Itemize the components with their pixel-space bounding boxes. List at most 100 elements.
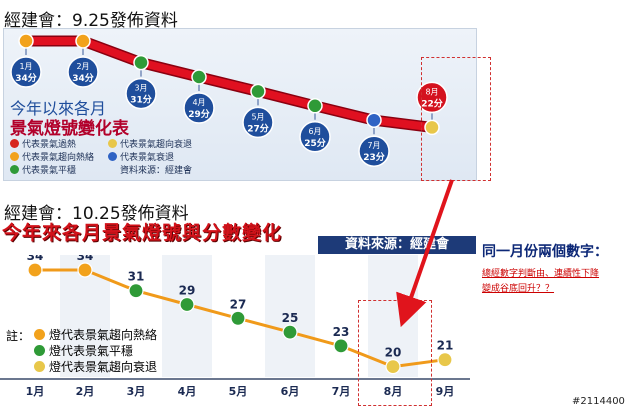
score-label: 31 (128, 270, 145, 284)
bottom-caption: 經建會：10.25發佈資料 (4, 204, 189, 224)
legend-label: 代表景氣趨向熱絡 (22, 153, 95, 163)
side-title: 同一月份兩個數字： (482, 244, 608, 260)
value-badge (242, 106, 274, 139)
score-label: 23 (333, 325, 350, 339)
signal-light (282, 324, 298, 340)
month-label: 7月 (367, 141, 380, 150)
chart2-source: 資料來源：經建會 (318, 236, 476, 254)
highlight-box-bottom (358, 300, 432, 406)
yellow-red-light-icon (34, 328, 45, 340)
month-label: 5月 (229, 385, 248, 398)
score-label: 27 (230, 297, 247, 311)
score-label: 20 (385, 346, 402, 360)
yellow-blue-light-icon (108, 139, 117, 148)
signal-light (133, 54, 149, 71)
highlight-box-top (421, 57, 491, 181)
chart1-legend-col2: 代表景氣趨向衰退 代表景氣衰退 資料來源：經建會 (108, 137, 192, 176)
score-label: 25分 (304, 137, 326, 149)
green-light-icon (34, 344, 45, 356)
score-label: 29分 (188, 108, 210, 120)
yellow-red-light-icon (10, 152, 19, 161)
score-label: 31分 (130, 94, 152, 106)
column-band (265, 255, 315, 377)
value-badge-highlight (416, 81, 448, 114)
month-label: 2月 (76, 62, 89, 71)
value-badge (358, 135, 390, 167)
month-label: 4月 (178, 385, 197, 398)
month-label: 7月 (332, 385, 351, 398)
chart1-subtitle: 今年以來各月 (10, 99, 107, 118)
signal-light (333, 338, 349, 354)
side-note-line2: 變成谷底回升？？ (482, 284, 555, 294)
note-item-stable: 燈代表景氣平穩 (34, 342, 157, 358)
signal-light (18, 33, 34, 49)
signal-light (27, 262, 43, 278)
month-label: 3月 (134, 84, 147, 93)
value-badge (10, 56, 42, 88)
signal-light (250, 83, 266, 100)
chart2-note-label: 註： (6, 329, 31, 343)
score-label: 29 (179, 284, 196, 298)
month-label: 2月 (76, 385, 95, 398)
signal-light (385, 358, 401, 375)
month-label: 6月 (281, 385, 300, 398)
note-item-cooling: 燈代表景氣趨向衰退 (34, 358, 157, 374)
chart1-source-text: 資料來源：經建會 (120, 166, 193, 176)
top-caption: 經建會：9.25發佈資料 (4, 11, 178, 31)
month-label: 9月 (436, 385, 455, 398)
month-label: 1月 (19, 62, 32, 71)
column-band (162, 255, 212, 377)
chart2-svg: 34 1月 34 2月 31 3月 29 4月 27 5月 25 6月 23 7月 20 8月 21 9月 (0, 255, 470, 398)
legend-label: 代表景氣過熱 (22, 140, 77, 150)
value-badge (299, 121, 331, 153)
score-label: 21 (437, 339, 454, 353)
legend-item-cooling: 代表景氣趨向衰退 (108, 137, 192, 150)
red-arrow-icon (396, 179, 454, 328)
green-light-icon (10, 165, 19, 174)
signal-light (77, 262, 93, 278)
month-label: 4月 (192, 98, 205, 107)
score-label: 25 (282, 311, 299, 325)
note-text: 燈代表景氣平穩 (49, 343, 134, 358)
legend-label: 代表景氣趨向衰退 (120, 140, 193, 150)
chart1-legend-col1: 代表景氣過熱 代表景氣趨向熱絡 代表景氣平穩 (10, 137, 94, 176)
note-text: 燈代表景氣趨向熱絡 (49, 327, 158, 342)
score-label: 23分 (363, 151, 385, 163)
signal-light (191, 69, 207, 85)
side-note-line1: 總經數字判斷由、連續性下降 (482, 269, 600, 279)
note-text: 燈代表景氣趨向衰退 (49, 359, 158, 374)
watermark: #2114400 (572, 396, 625, 407)
yellow-blue-light-icon (34, 360, 45, 372)
signal-light (75, 33, 91, 49)
month-label: 8月 (425, 87, 438, 96)
legend-label: 代表景氣衰退 (120, 153, 175, 163)
note-item-warming: 燈代表景氣趨向熱絡 (34, 326, 157, 342)
blue-light-icon (108, 152, 117, 161)
score-label: 22分 (421, 97, 443, 109)
score-label: 34 (27, 255, 44, 263)
value-badge (125, 77, 157, 110)
legend-item-warming: 代表景氣趨向熱絡 (10, 150, 94, 163)
score-label: 34分 (72, 72, 94, 84)
signal-light (366, 112, 382, 128)
signal-light (424, 119, 440, 136)
score-label: 34分 (15, 72, 37, 84)
chart2-notes: 燈代表景氣趨向熱絡 燈代表景氣平穩 燈代表景氣趨向衰退 (34, 326, 157, 374)
value-badge (67, 56, 99, 88)
chart1-panel: 1月 34分 2月 34分 3月 31分 4月 29分 5月 27分 6月 25分 7月 23分 8月 22分… (3, 28, 477, 181)
trend-band (22, 37, 436, 132)
month-label: 1月 (26, 385, 45, 398)
red-light-icon (10, 139, 19, 148)
signal-light (230, 310, 246, 326)
legend-item-recession: 代表景氣衰退 (108, 150, 192, 163)
legend-item-stable: 代表景氣平穩 (10, 163, 94, 176)
chart1-title: 景氣燈號變化表 (10, 119, 129, 139)
legend-item-overheat: 代表景氣過熱 (10, 137, 94, 150)
chart1-source: 資料來源：經建會 (108, 163, 192, 176)
signal-light (179, 296, 195, 313)
month-label: 5月 (251, 112, 264, 121)
signal-light (128, 283, 144, 299)
signal-light (437, 352, 453, 368)
